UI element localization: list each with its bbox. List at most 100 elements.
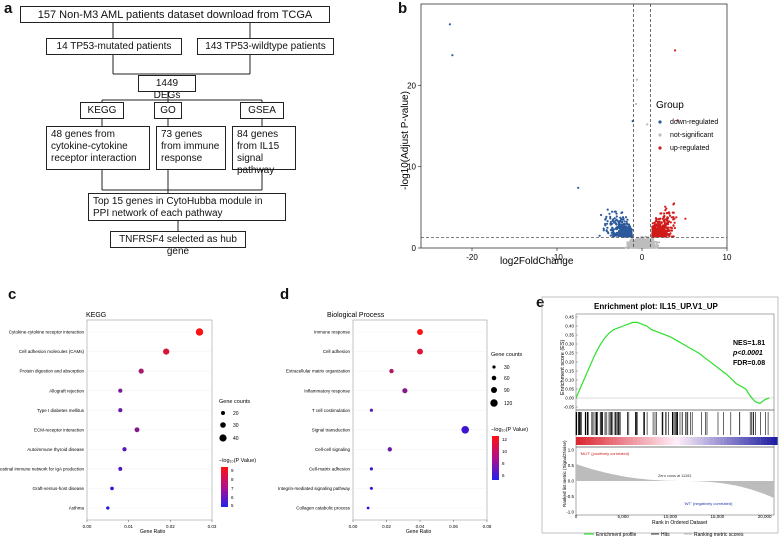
- dot-point: [389, 368, 394, 374]
- volcano-point: [666, 223, 670, 226]
- gsea-heat-cell: [703, 437, 708, 445]
- volcano-point: [609, 222, 612, 225]
- volcano-xtick-label: -10: [551, 253, 563, 262]
- volcano-point: [656, 231, 660, 234]
- volcano-point: [664, 225, 667, 228]
- volcano-point: [611, 233, 614, 236]
- volcano-point: [451, 54, 454, 57]
- gsea-heat-cell: [646, 437, 651, 445]
- volcano-point: [650, 246, 653, 249]
- volcano-point: [665, 226, 668, 229]
- gsea-heat-cell: [586, 437, 590, 445]
- volcano-point: [645, 241, 648, 245]
- gsea-heat-cell: [767, 437, 771, 445]
- dot-point: [122, 447, 127, 452]
- gsea-heat-cell: [760, 437, 765, 445]
- gsea-heat-cell: [686, 437, 691, 445]
- kegg-size-label-1: 20: [233, 411, 239, 417]
- volcano-point: [609, 215, 612, 218]
- dot-category-label: Extracellular matrix organization: [286, 369, 351, 374]
- gsea-heat-cell: [710, 437, 714, 445]
- gsea-heat-cell: [639, 437, 644, 445]
- volcano-legend-down: down-regulated: [670, 119, 718, 126]
- volcano-point: [664, 230, 667, 233]
- volcano-point: [635, 78, 638, 81]
- volcano-point: [600, 213, 603, 217]
- gsea-heat-cell: [623, 437, 627, 445]
- dot-point: [163, 348, 170, 355]
- gsea-ytick2-label: 0.5: [568, 463, 575, 468]
- gsea-heat-cell: [653, 437, 657, 445]
- dot-xtick-label: 0.06: [449, 524, 458, 529]
- gsea-es-curve: [575, 321, 770, 405]
- volcano-point: [637, 241, 640, 244]
- legend-dot-ns: [658, 133, 662, 137]
- volcano-point: [639, 246, 642, 249]
- volcano-point: [669, 229, 672, 232]
- volcano-point: [631, 237, 634, 240]
- gsea-heat-cell: [673, 437, 677, 445]
- bp-x-label: Gene Ratio: [406, 529, 432, 535]
- volcano-point: [602, 227, 605, 230]
- gsea-ytick2-label: -0.5: [566, 494, 574, 499]
- gsea-hits: [575, 412, 769, 435]
- gsea-heat-cell: [716, 437, 721, 445]
- gsea-heat-cell: [720, 437, 724, 445]
- dot-category-label: Type I diabetes mellitus: [37, 408, 85, 413]
- bp-size-label-4: 120: [504, 401, 513, 407]
- volcano-point: [663, 214, 666, 218]
- volcano-point: [624, 216, 628, 219]
- dot-point: [461, 426, 469, 434]
- volcano-point: [655, 241, 658, 244]
- gsea-nes: NES=1.81: [733, 340, 765, 347]
- flow-box-mutated: 14 TP53-mutated patients: [46, 38, 182, 55]
- gsea-heat-cell: [713, 437, 718, 445]
- volcano-point: [605, 222, 609, 225]
- kegg-color-bar: [221, 467, 228, 507]
- volcano-point: [635, 102, 638, 106]
- volcano-point: [668, 220, 671, 223]
- volcano-point: [640, 239, 643, 243]
- dot-category-label: Allograft rejection: [49, 388, 84, 393]
- kegg-size-key-1: [221, 411, 225, 415]
- gsea-heat-cell: [616, 437, 620, 445]
- volcano-plot: -20 -10 0 10 0 10 20 log2FoldChange -log10(Adj…: [400, 3, 732, 267]
- volcano-point: [630, 228, 633, 231]
- kegg-dotplot: KEGG 0.00 0.01 0.02 0.03 Cytokine-cytokine r…: [0, 312, 256, 535]
- volcano-xtick-label: 0: [640, 253, 645, 262]
- volcano-point: [615, 228, 618, 231]
- volcano-point: [674, 49, 677, 52]
- volcano-point: [625, 220, 628, 223]
- gsea-heat-cell: [656, 437, 661, 445]
- volcano-point: [615, 215, 618, 218]
- volcano-point: [608, 212, 611, 215]
- dot-category-label: Signal transduction: [312, 427, 351, 432]
- kegg-frame: [86, 319, 213, 521]
- volcano-point: [675, 216, 678, 219]
- volcano-point: [621, 216, 625, 219]
- volcano-point: [661, 224, 664, 227]
- volcano-axes: -20 -10 0 10 0 10 20: [407, 81, 732, 262]
- volcano-point: [606, 231, 609, 234]
- volcano-point: [609, 229, 612, 232]
- volcano-point: [665, 212, 668, 215]
- gsea-heat-cell: [589, 437, 593, 445]
- gsea-heat-cell: [666, 437, 671, 445]
- gsea-ytick2-label: -1.0: [566, 510, 574, 515]
- volcano-point: [653, 221, 656, 224]
- volcano-point: [653, 223, 656, 226]
- gsea-title: Enrichment plot: IL15_UP.V1_UP: [594, 302, 719, 311]
- volcano-point: [643, 244, 646, 247]
- volcano-point: [621, 229, 624, 232]
- gsea-x-label: Rank in Ordered Dataset: [652, 520, 708, 526]
- gsea-ytick2-label: 1.0: [568, 448, 575, 453]
- gsea-heat-cell: [723, 437, 728, 445]
- gsea-ytick-label: 0.10: [565, 378, 574, 383]
- panel-label-c: c: [8, 286, 17, 303]
- gsea-heat-cell: [643, 437, 647, 445]
- volcano-point: [615, 212, 618, 215]
- volcano-point: [621, 211, 624, 214]
- volcano-point: [660, 221, 663, 224]
- bp-size-key-3: [491, 387, 497, 393]
- gsea-heat-cell: [649, 437, 654, 445]
